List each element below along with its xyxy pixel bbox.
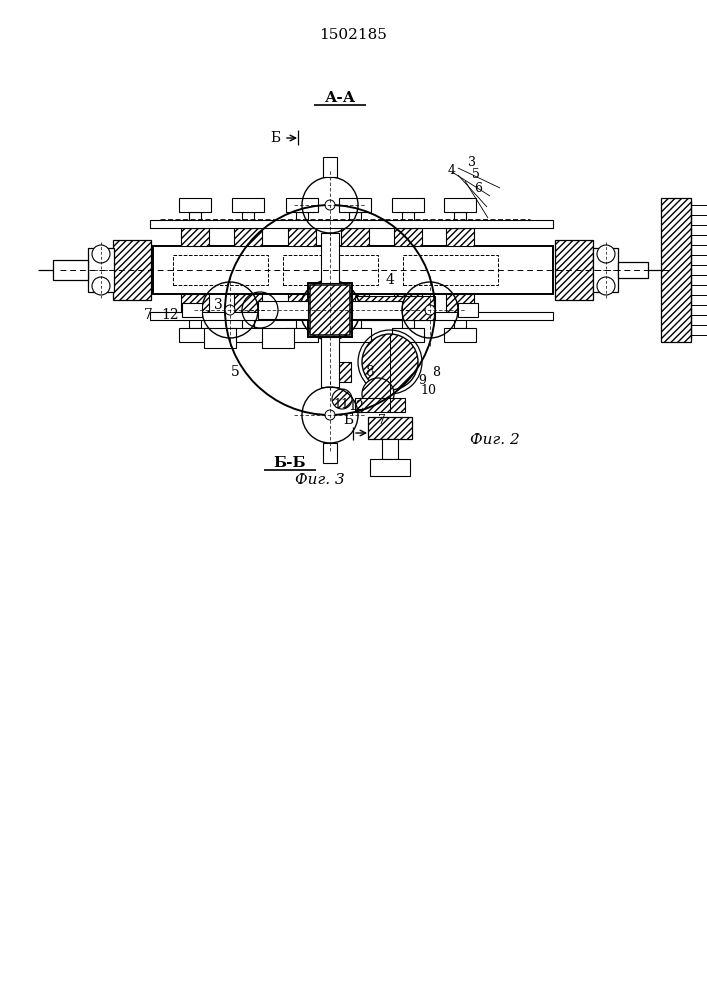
- Polygon shape: [402, 212, 414, 228]
- Polygon shape: [454, 312, 466, 328]
- Polygon shape: [53, 260, 88, 280]
- Text: 1502185: 1502185: [319, 28, 387, 42]
- Polygon shape: [189, 212, 201, 228]
- Polygon shape: [288, 228, 316, 246]
- Circle shape: [597, 245, 615, 263]
- Polygon shape: [234, 228, 262, 246]
- Polygon shape: [339, 198, 371, 212]
- Polygon shape: [286, 328, 318, 342]
- Polygon shape: [323, 443, 337, 463]
- Polygon shape: [189, 312, 201, 328]
- Polygon shape: [341, 294, 369, 312]
- Circle shape: [325, 200, 335, 210]
- Polygon shape: [368, 417, 412, 439]
- Text: 5: 5: [230, 365, 240, 379]
- Polygon shape: [88, 248, 114, 292]
- Text: 6: 6: [474, 182, 482, 194]
- Text: 10: 10: [420, 383, 436, 396]
- Text: 9: 9: [418, 374, 426, 387]
- Text: Б-Б: Б-Б: [274, 456, 306, 470]
- Polygon shape: [181, 294, 209, 312]
- Polygon shape: [444, 198, 476, 212]
- Polygon shape: [661, 198, 691, 342]
- Polygon shape: [341, 228, 369, 246]
- Text: 4: 4: [385, 273, 395, 287]
- Text: 12: 12: [161, 308, 179, 322]
- Text: А-А: А-А: [325, 91, 356, 105]
- Circle shape: [597, 277, 615, 295]
- Polygon shape: [444, 328, 476, 342]
- Text: 3: 3: [468, 155, 476, 168]
- Text: Фиг. 2: Фиг. 2: [470, 433, 520, 447]
- Polygon shape: [182, 303, 202, 317]
- Polygon shape: [262, 328, 294, 348]
- Polygon shape: [349, 212, 361, 228]
- Circle shape: [92, 245, 110, 263]
- Polygon shape: [618, 262, 648, 278]
- Circle shape: [332, 389, 352, 409]
- Circle shape: [425, 305, 435, 315]
- Polygon shape: [446, 294, 474, 312]
- Polygon shape: [392, 328, 424, 342]
- Polygon shape: [296, 212, 308, 228]
- Polygon shape: [394, 228, 422, 246]
- Polygon shape: [349, 312, 361, 328]
- Polygon shape: [113, 240, 151, 300]
- Polygon shape: [454, 212, 466, 228]
- Circle shape: [362, 378, 394, 410]
- Text: 11: 11: [333, 398, 349, 412]
- Polygon shape: [150, 312, 553, 320]
- Circle shape: [325, 410, 335, 420]
- Polygon shape: [234, 294, 262, 312]
- Polygon shape: [458, 303, 478, 317]
- Text: 4: 4: [448, 163, 456, 176]
- Polygon shape: [323, 157, 337, 177]
- Polygon shape: [179, 198, 211, 212]
- Text: 5: 5: [472, 168, 480, 182]
- Polygon shape: [288, 294, 316, 312]
- Polygon shape: [321, 233, 339, 283]
- Text: Б: Б: [270, 131, 280, 145]
- Polygon shape: [339, 328, 371, 342]
- Circle shape: [362, 334, 418, 390]
- Text: 8: 8: [432, 365, 440, 378]
- Polygon shape: [355, 296, 435, 320]
- Polygon shape: [392, 198, 424, 212]
- Text: 3: 3: [214, 298, 223, 312]
- Polygon shape: [204, 328, 236, 348]
- Polygon shape: [555, 240, 593, 300]
- Polygon shape: [242, 212, 254, 228]
- Polygon shape: [355, 398, 405, 412]
- Polygon shape: [335, 362, 351, 382]
- Polygon shape: [242, 312, 254, 328]
- Polygon shape: [402, 312, 414, 328]
- Polygon shape: [394, 294, 422, 312]
- Polygon shape: [150, 220, 553, 228]
- Polygon shape: [321, 337, 339, 387]
- Polygon shape: [232, 328, 264, 342]
- Polygon shape: [382, 439, 398, 459]
- Polygon shape: [310, 285, 350, 335]
- Circle shape: [225, 305, 235, 315]
- Polygon shape: [258, 301, 308, 319]
- Text: Б: Б: [343, 413, 353, 427]
- Text: 7: 7: [144, 308, 153, 322]
- Text: 7: 7: [378, 414, 386, 426]
- Polygon shape: [179, 328, 211, 342]
- Polygon shape: [352, 301, 402, 319]
- Polygon shape: [286, 198, 318, 212]
- Polygon shape: [232, 198, 264, 212]
- Text: 8: 8: [366, 365, 375, 379]
- Polygon shape: [153, 246, 553, 294]
- Polygon shape: [181, 228, 209, 246]
- Text: Фиг. 3: Фиг. 3: [295, 473, 345, 487]
- Polygon shape: [296, 312, 308, 328]
- Polygon shape: [446, 228, 474, 246]
- Polygon shape: [370, 459, 410, 476]
- Circle shape: [92, 277, 110, 295]
- Polygon shape: [593, 248, 618, 292]
- Text: 12: 12: [348, 400, 364, 414]
